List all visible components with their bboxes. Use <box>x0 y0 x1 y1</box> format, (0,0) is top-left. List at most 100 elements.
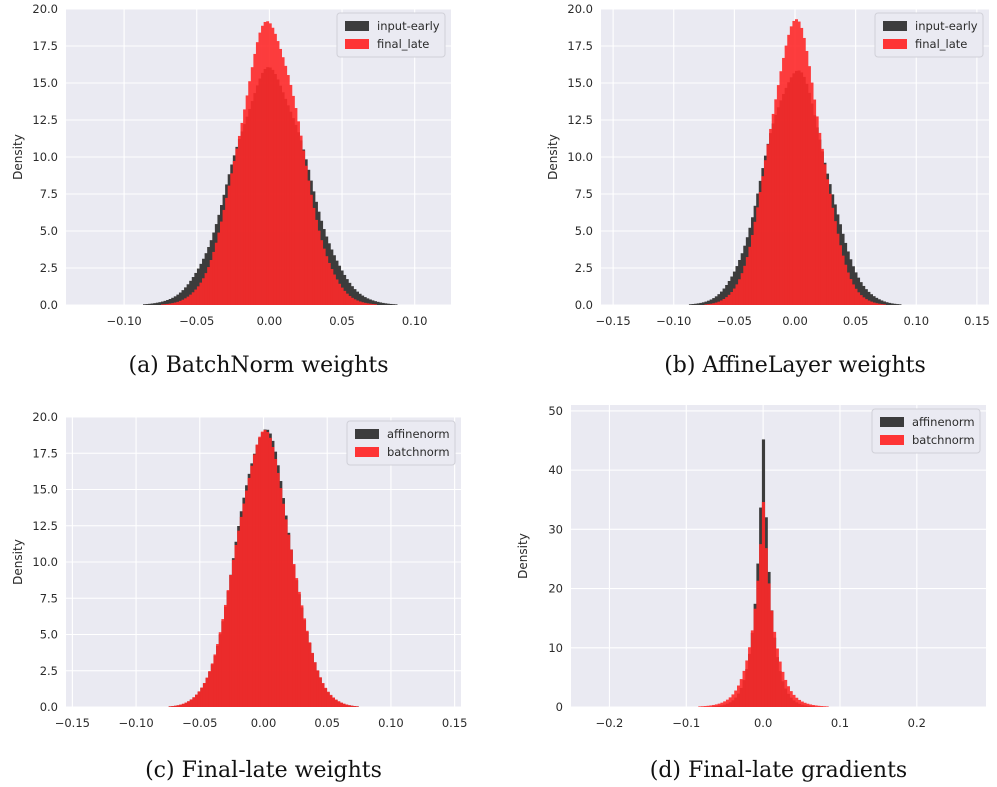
histogram-bar <box>226 590 230 707</box>
histogram-bar <box>287 534 291 707</box>
histogram-bar <box>813 99 817 306</box>
histogram-bar <box>803 702 807 707</box>
histogram-bar <box>875 303 879 305</box>
histogram-bar <box>358 293 362 305</box>
histogram-bar <box>335 279 339 305</box>
histogram-bar <box>696 303 700 305</box>
histogram-bar <box>371 300 375 305</box>
panel-affinelayer-weights: 0.0 2.5 5.0 7.5 10.0 12.5 15.0 17.5 20.0 −0.15 −0.… <box>546 2 990 378</box>
histogram-bar <box>723 701 727 707</box>
histogram-bar <box>313 662 317 707</box>
histogram-bar <box>189 280 193 305</box>
legend: input-early final_late <box>336 12 446 58</box>
histogram-bar <box>776 85 780 306</box>
histogram-bar <box>784 679 788 707</box>
histogram-bar <box>742 670 746 707</box>
histogram-bar <box>191 277 195 305</box>
histogram-bar <box>779 71 783 305</box>
histogram-bar <box>864 289 868 305</box>
histogram-bar <box>184 298 188 305</box>
histogram-bar <box>764 548 768 707</box>
histogram-bar <box>327 262 331 305</box>
histogram-bar <box>772 631 777 707</box>
histogram-bar <box>247 477 251 707</box>
y-tick-label: 17.5 <box>32 446 58 460</box>
x-tick-label: −0.2 <box>595 716 623 730</box>
histogram-bar <box>339 702 343 707</box>
histogram-bar <box>216 644 220 707</box>
histogram-bar <box>158 302 162 305</box>
histogram-bar <box>838 245 842 305</box>
histogram-bar <box>730 291 734 305</box>
histogram-bar <box>867 300 871 305</box>
histogram-bar <box>281 503 285 707</box>
histogram-bar <box>851 284 855 305</box>
histogram-bar <box>701 706 705 707</box>
histogram-bar <box>771 113 775 305</box>
histogram-bar <box>800 701 804 707</box>
histogram-bar <box>347 705 351 707</box>
histogram-bar <box>374 304 377 305</box>
histogram-bar <box>329 694 333 707</box>
histogram-bar <box>348 282 352 305</box>
histogram-bar <box>893 303 897 305</box>
histogram-bar <box>888 302 892 305</box>
histogram-bar <box>221 619 225 707</box>
histogram-bar <box>320 240 324 305</box>
histogram-bar <box>739 679 743 707</box>
histogram-bar <box>833 221 837 305</box>
histogram-bar <box>176 705 180 707</box>
histogram-bar <box>291 95 295 305</box>
histogram-bar <box>872 296 876 305</box>
histogram-bar <box>731 694 735 707</box>
histogram-bar <box>309 194 313 305</box>
histogram-bar <box>343 274 347 305</box>
x-tick-label: 0.0 <box>754 716 772 730</box>
histogram-bar <box>353 289 357 305</box>
histogram-bar <box>239 516 243 707</box>
histogram-bar <box>212 251 216 305</box>
histogram-bar <box>178 292 182 305</box>
histogram-bar <box>787 34 791 305</box>
histogram-bar <box>712 704 716 707</box>
histogram-bar <box>366 303 370 305</box>
y-tick-label: 20 <box>548 582 563 596</box>
histogram-bar <box>160 304 164 305</box>
histogram-bar <box>709 303 713 305</box>
legend-label: input-early <box>377 19 440 33</box>
y-tick-label: 50 <box>548 404 563 418</box>
histogram-bar <box>717 703 721 707</box>
y-tick-label: 10.0 <box>32 150 58 164</box>
histogram-bar <box>870 294 873 305</box>
histogram-bar <box>209 260 213 305</box>
histogram-bar <box>699 302 703 305</box>
histogram-bar <box>712 298 716 305</box>
x-tick-label: −0.15 <box>55 716 90 730</box>
histogram-bar <box>308 642 312 707</box>
histogram-bar <box>859 282 863 305</box>
histogram-bar <box>173 302 177 305</box>
histogram-bar <box>184 702 188 707</box>
histogram-bar <box>179 704 183 707</box>
histogram-bar <box>312 207 316 305</box>
histogram-bar <box>199 282 203 305</box>
x-tick-label: 0.10 <box>378 716 404 730</box>
y-axis-label: Density <box>11 539 25 585</box>
panel-caption: (c) Final-late weights <box>145 758 382 783</box>
y-tick-label: 2.5 <box>575 261 593 275</box>
histogram-bar <box>389 303 393 305</box>
histogram-bar <box>864 299 868 305</box>
histogram-bar <box>391 304 395 305</box>
histogram-bar <box>763 160 767 305</box>
y-tick-label: 15.0 <box>32 483 58 497</box>
histogram-bar <box>171 706 175 707</box>
histogram-bar <box>250 67 254 306</box>
histogram-bar <box>730 276 734 305</box>
legend: input-early final_late <box>874 12 984 58</box>
histogram-bar <box>862 285 866 305</box>
histogram-bar <box>859 295 863 305</box>
y-tick-label: 12.5 <box>32 113 58 127</box>
histogram-bar <box>304 165 308 305</box>
legend-label: final_late <box>915 37 967 51</box>
histogram-bar <box>701 302 705 305</box>
